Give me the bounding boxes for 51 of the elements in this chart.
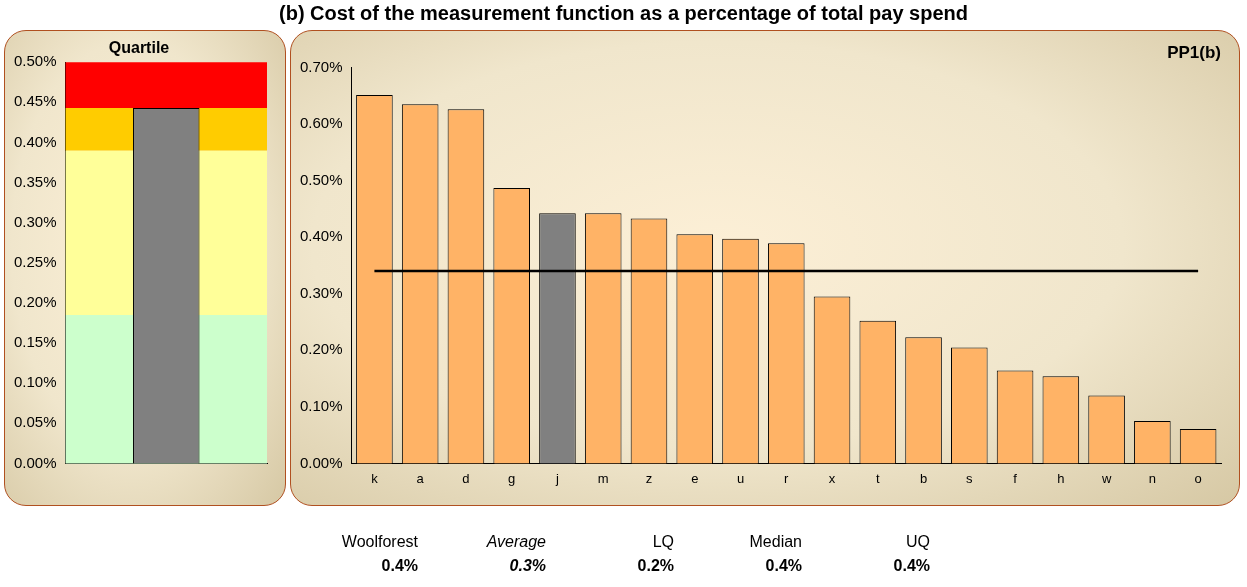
y-tick-label: 0.50% — [13, 52, 57, 70]
x-tick-label: d — [462, 470, 470, 486]
y-tick-label: 0.25% — [13, 252, 57, 270]
text: 0.4% — [892, 556, 930, 576]
text: 0.4% — [764, 556, 802, 576]
x-tick-label: f — [1013, 470, 1018, 486]
x-tick-label: z — [645, 470, 653, 486]
y-tick-label: 0.05% — [13, 413, 57, 431]
y-tick-label: 0.10% — [299, 396, 343, 414]
x-tick-label: e — [691, 470, 699, 486]
y-tick-label: 0.00% — [299, 453, 343, 471]
x-tick-label: a — [416, 470, 425, 486]
y-tick-label: 0.30% — [13, 212, 57, 230]
chart-title: (b) Cost of the measurement function as a percentage of total pay spend — [278, 2, 969, 25]
text: 0.4% — [380, 556, 418, 576]
y-tick-label: 0.30% — [299, 283, 343, 301]
x-tick-label: u — [736, 470, 745, 486]
y-tick-label: 0.70% — [299, 57, 343, 75]
x-tick-label: h — [1057, 470, 1065, 486]
y-tick-label: 0.35% — [13, 172, 57, 190]
y-tick-label: 0.10% — [13, 373, 57, 391]
y-tick-label: 0.15% — [13, 333, 57, 351]
text: Woolforest — [340, 532, 418, 552]
x-tick-label: j — [555, 470, 560, 486]
y-tick-label: 0.40% — [13, 132, 57, 150]
y-tick-label: 0.40% — [299, 227, 343, 245]
text: LQ — [651, 532, 674, 552]
y-tick-label: 0.20% — [13, 293, 57, 311]
x-tick-label: w — [1100, 470, 1112, 486]
y-tick-label: 0.00% — [13, 453, 57, 471]
chart-subtitle: PP1(b) — [1167, 42, 1221, 62]
text: 0.3% — [508, 556, 546, 576]
x-tick-label: n — [1148, 470, 1156, 486]
text: Average — [485, 532, 546, 552]
text: UQ — [905, 532, 930, 552]
x-tick-label: x — [828, 470, 836, 486]
text: Median — [748, 532, 802, 552]
y-tick-label: 0.45% — [13, 92, 57, 110]
x-tick-label: k — [371, 470, 379, 486]
x-tick-label: b — [919, 470, 928, 486]
y-tick-label: 0.20% — [299, 340, 343, 358]
x-tick-label: m — [597, 470, 609, 486]
x-tick-label: g — [508, 470, 516, 486]
y-tick-label: 0.50% — [299, 170, 343, 188]
y-tick-label: 0.60% — [299, 114, 343, 132]
chart-title: Quartile — [108, 39, 170, 57]
x-tick-label: t — [875, 470, 880, 486]
x-tick-label: s — [966, 470, 974, 486]
text: 0.2% — [636, 556, 674, 576]
x-tick-label: o — [1194, 470, 1202, 486]
x-tick-label: r — [784, 470, 790, 486]
